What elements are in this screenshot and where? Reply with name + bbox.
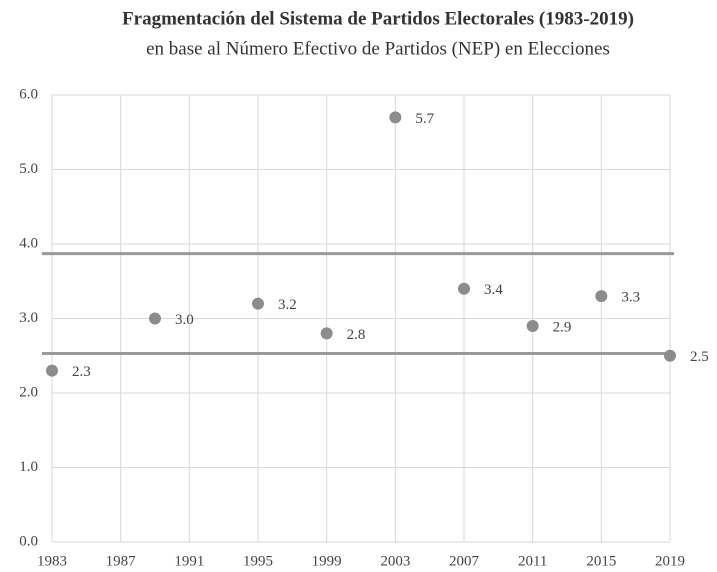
x-tick-label: 1995	[243, 553, 273, 569]
x-tick-label: 2015	[586, 553, 616, 569]
chart-subtitle: en base al Número Efectivo de Partidos (…	[146, 38, 610, 59]
point	[389, 111, 402, 124]
x-tick-label: 2019	[655, 553, 685, 569]
y-tick-label: 6.0	[19, 86, 38, 102]
data-label: 2.3	[72, 364, 91, 380]
x-tick-label: 1987	[106, 553, 137, 569]
y-tick-label: 4.0	[19, 235, 38, 251]
data-label: 3.0	[175, 312, 194, 328]
data-label: 3.2	[278, 297, 297, 313]
y-tick-label: 3.0	[19, 310, 38, 326]
data-label: 2.8	[347, 327, 366, 343]
point	[526, 319, 539, 332]
x-tick-label: 1999	[312, 553, 342, 569]
data-label: 5.7	[415, 111, 434, 127]
data-label: 3.4	[484, 282, 503, 298]
y-tick-label: 1.0	[19, 459, 38, 475]
x-tick-label: 2011	[518, 553, 547, 569]
y-tick-label: 2.0	[19, 384, 38, 400]
x-tick-label: 2003	[380, 553, 410, 569]
point	[664, 349, 676, 362]
point	[46, 364, 58, 377]
data-label: 2.9	[553, 319, 572, 335]
point	[320, 327, 333, 340]
x-tick-label: 1991	[174, 553, 204, 569]
chart-title: Fragmentación del Sistema de Partidos El…	[122, 8, 634, 29]
data-label: 2.5	[690, 349, 709, 365]
point	[252, 297, 264, 310]
point	[458, 282, 470, 295]
x-tick-label: 1983	[37, 553, 67, 569]
data-label: 3.3	[621, 290, 640, 306]
y-tick-label: 5.0	[19, 161, 38, 177]
y-tick-label: 0.0	[19, 533, 38, 549]
point	[595, 290, 608, 303]
point	[149, 312, 161, 325]
x-tick-label: 2007	[449, 553, 480, 569]
